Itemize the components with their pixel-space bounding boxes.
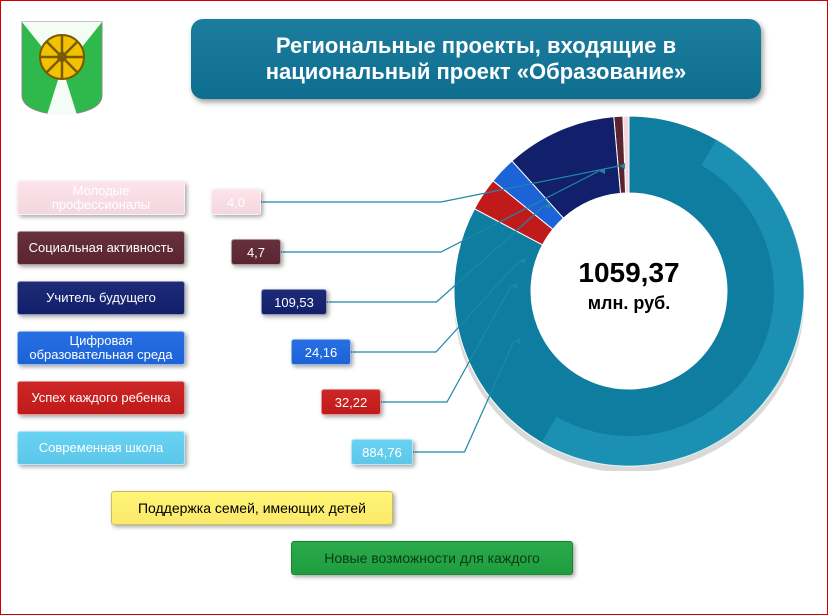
value-badge: 109,53: [261, 289, 327, 315]
legend-item: Молодые профессионалы: [17, 181, 185, 215]
legend-item: Цифровая образовательная среда: [17, 331, 185, 365]
value-badge: 4,0: [211, 189, 261, 215]
value-badge: 24,16: [291, 339, 351, 365]
donut-center: 1059,37 млн. руб.: [569, 226, 689, 346]
value-badge: 884,76: [351, 439, 413, 465]
bottom-label: Новые возможности для каждого: [291, 541, 573, 575]
total-value: 1059,37: [578, 259, 679, 287]
bottom-label: Поддержка семей, имеющих детей: [111, 491, 393, 525]
legend-item: Социальная активность: [17, 231, 185, 265]
value-badge: 32,22: [321, 389, 381, 415]
legend-item: Успех каждого ребенка: [17, 381, 185, 415]
emblem-icon: [17, 17, 107, 117]
title-box: Региональные проекты, входящие в национа…: [191, 19, 761, 99]
total-unit: млн. руб.: [588, 293, 671, 314]
value-badge: 4,7: [231, 239, 281, 265]
legend-item: Учитель будущего: [17, 281, 185, 315]
slide-frame: Региональные проекты, входящие в национа…: [0, 0, 828, 615]
legend-item: Современная школа: [17, 431, 185, 465]
